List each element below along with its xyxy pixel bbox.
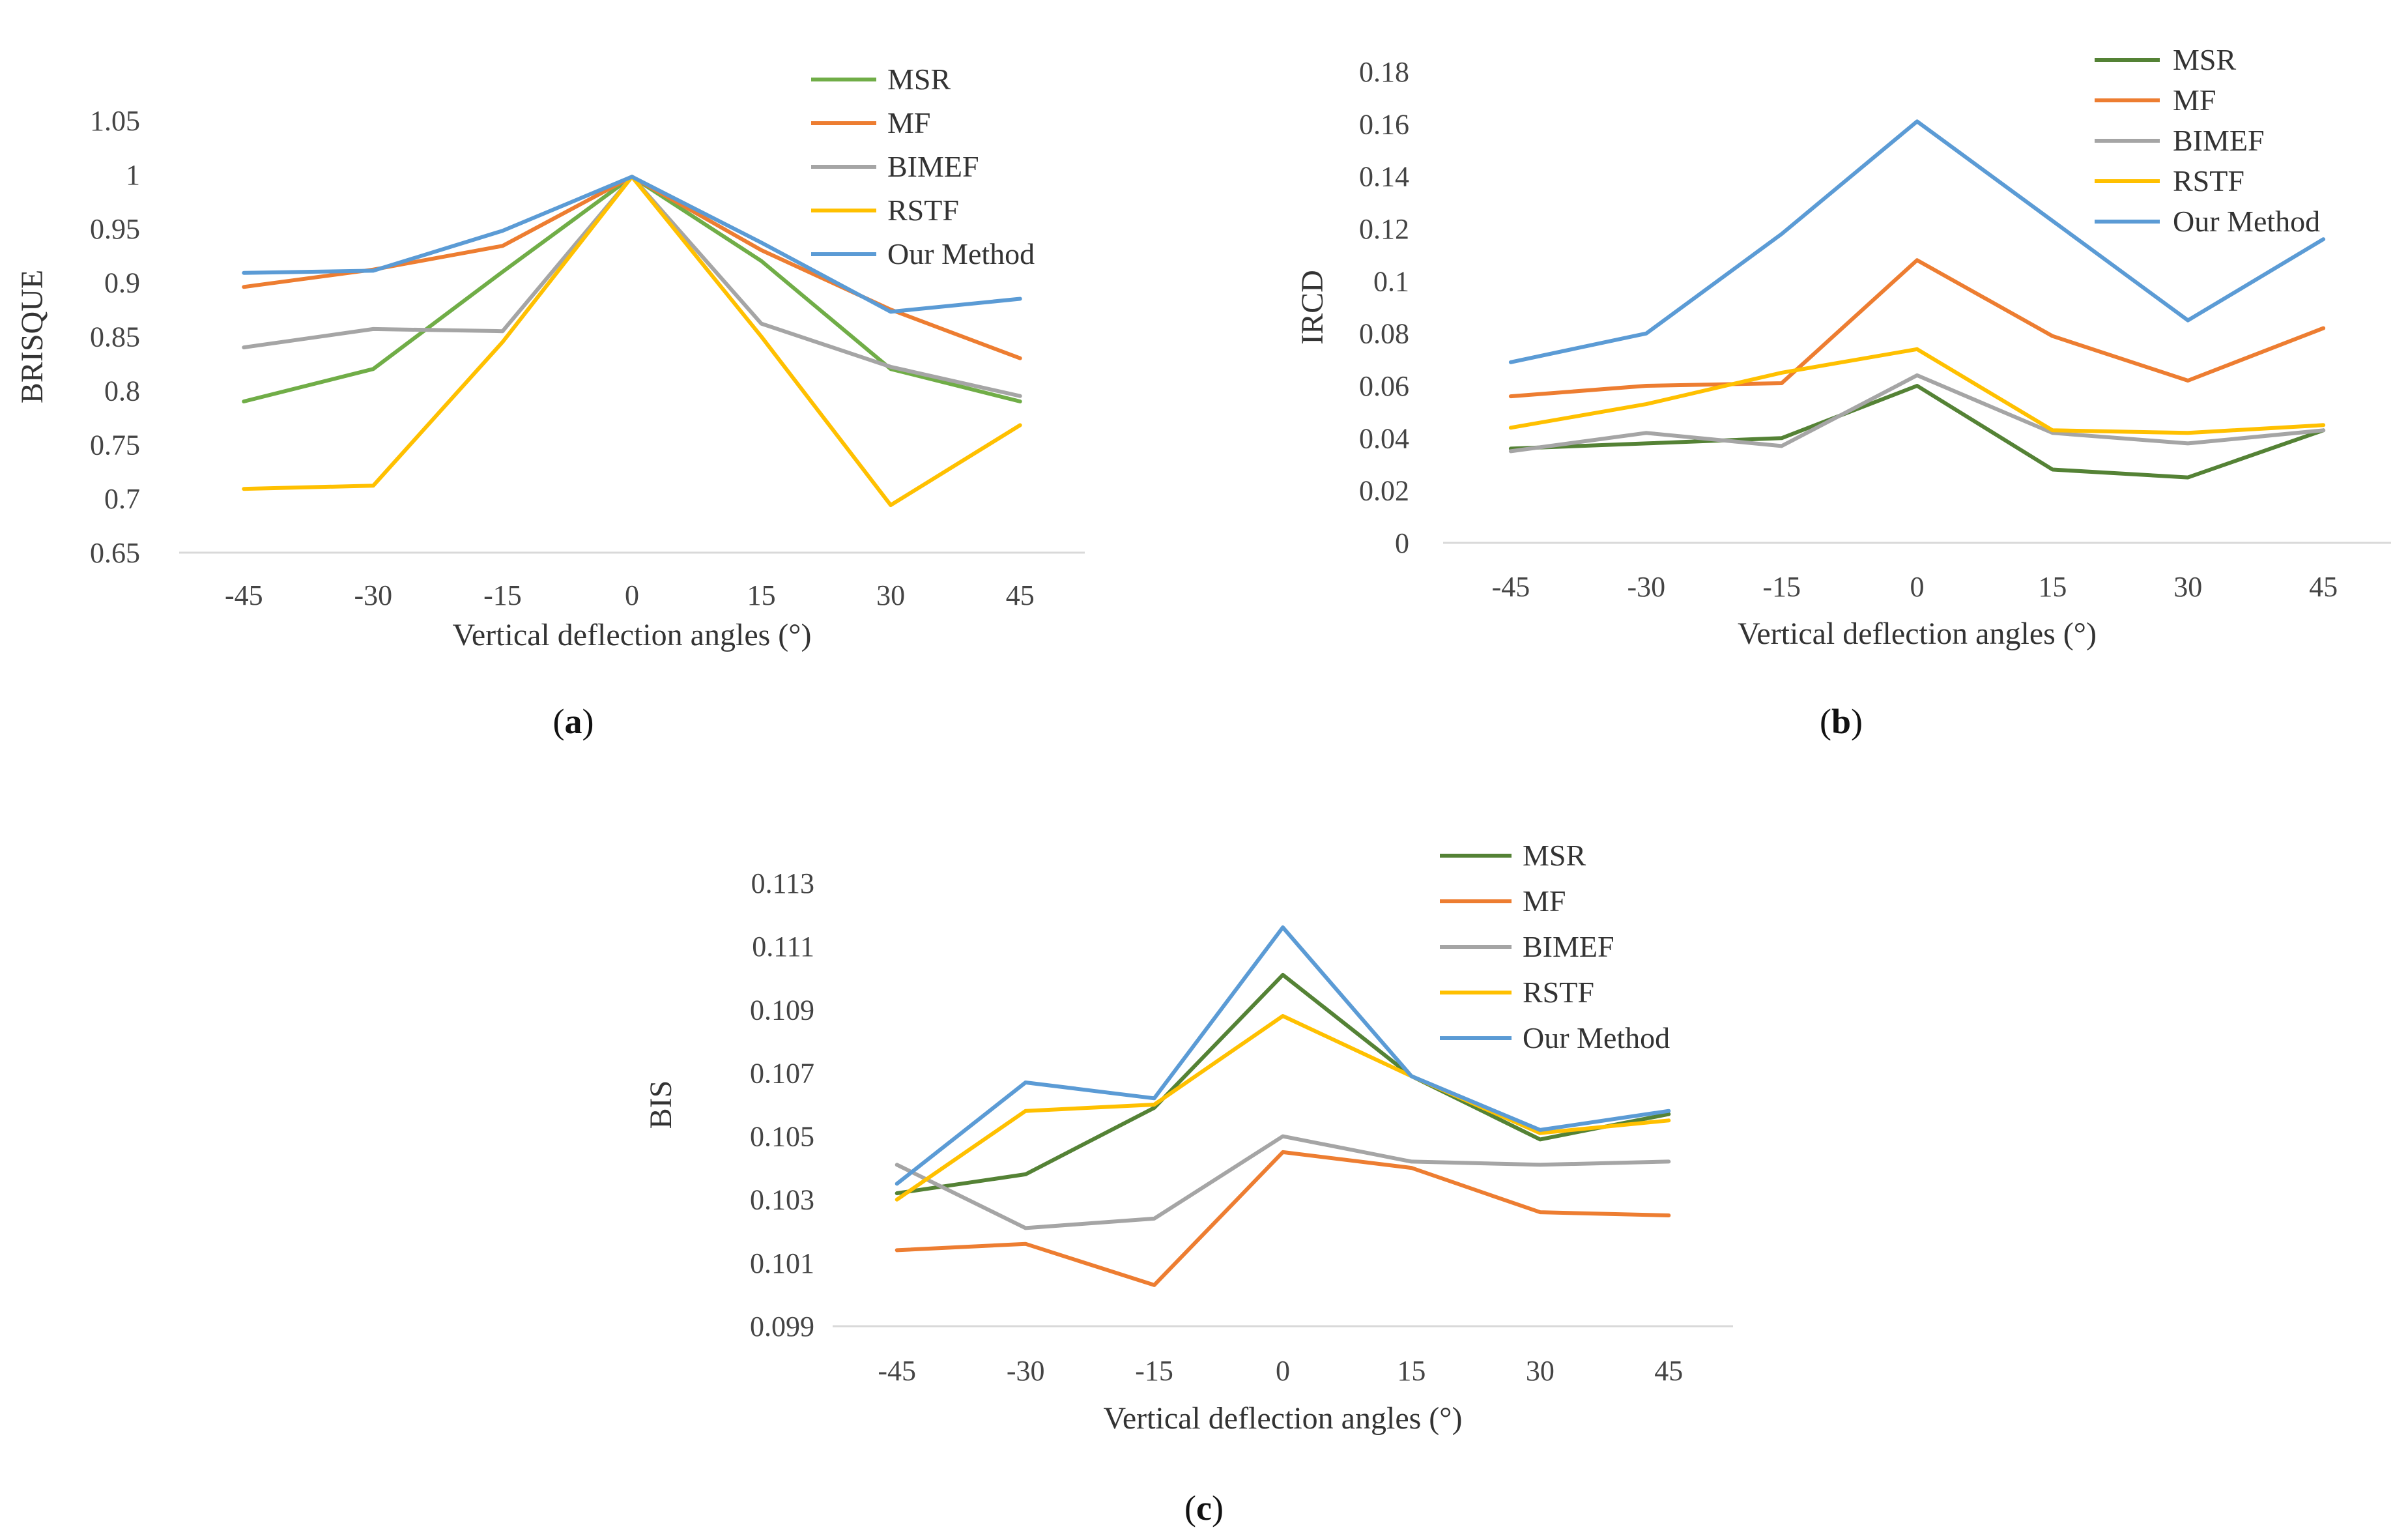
x-tick-label: -45	[225, 579, 263, 611]
x-tick-label: 0	[625, 579, 639, 611]
y-tick-label: 0.113	[751, 867, 814, 899]
y-tick-label: 0.04	[1359, 422, 1409, 454]
series-line-mf	[1508, 258, 2326, 399]
y-tick-label: 0.18	[1359, 56, 1409, 88]
x-tick-label: 0	[1276, 1355, 1290, 1387]
y-tick-label: 0.02	[1359, 475, 1409, 507]
x-tick-label: 15	[2038, 571, 2067, 603]
series-line-mf	[895, 1150, 1671, 1287]
y-tick-label: 0.107	[750, 1057, 814, 1089]
legend-label: RSTF	[1523, 976, 1594, 1009]
x-axis-title: Vertical deflection angles (°)	[1104, 1401, 1463, 1436]
y-tick-label: 0.1	[1373, 265, 1409, 297]
chart-c-bis: 0.099 0.101 0.103 0.105 0.107 0.109 0.111 0.113…	[644, 839, 1733, 1436]
series-line-our-method	[242, 175, 1022, 314]
x-tick-label: -45	[878, 1355, 916, 1387]
x-tick-label: 15	[747, 579, 776, 611]
legend-label: Our Method	[887, 237, 1035, 270]
legend-label: MF	[2173, 83, 2216, 117]
series-line-bimef	[1508, 373, 2326, 454]
legend-label: MSR	[2173, 43, 2236, 76]
x-tick-label: 45	[1006, 579, 1035, 611]
caption-a: (a)	[553, 702, 594, 741]
x-tick-label: -15	[483, 579, 522, 611]
legend-label: MF	[887, 106, 930, 139]
y-tick-label: 0.95	[90, 213, 140, 245]
y-tick-label: 0.103	[750, 1184, 814, 1216]
x-tick-label: -45	[1492, 571, 1530, 603]
series-line-our-method	[895, 925, 1671, 1186]
x-tick-label: 0	[1910, 571, 1925, 603]
y-tick-label: 0.16	[1359, 108, 1409, 140]
y-tick-label: 1.05	[90, 105, 140, 137]
y-tick-label: 0	[1395, 527, 1409, 559]
legend-label: BIMEF	[1523, 930, 1614, 963]
caption-b: (b)	[1820, 702, 1863, 741]
y-tick-label: 0.109	[750, 994, 814, 1026]
legend-label: RSTF	[887, 194, 959, 227]
x-tick-label: 45	[2309, 571, 2338, 603]
y-tick-label: 0.12	[1359, 213, 1409, 245]
y-axis-title: IRCD	[1295, 270, 1330, 345]
x-tick-label: 15	[1397, 1355, 1426, 1387]
y-tick-label: 0.7	[104, 483, 140, 515]
y-tick-label: 0.85	[90, 321, 140, 353]
x-tick-label: 30	[2173, 571, 2202, 603]
y-tick-label: 0.75	[90, 429, 140, 461]
legend-label: MF	[1523, 884, 1566, 918]
y-tick-label: 0.14	[1359, 161, 1409, 193]
series-line-msr	[895, 972, 1671, 1195]
x-tick-label: -15	[1762, 571, 1801, 603]
chart-b-ircd: 0 0.02 0.04 0.06 0.08 0.1 0.12 0.14 0.16 0.18 -45 -…	[1295, 43, 2391, 651]
legend-label: BIMEF	[2173, 124, 2265, 157]
y-tick-label: 0.099	[750, 1311, 814, 1342]
x-tick-label: -15	[1135, 1355, 1173, 1387]
y-tick-label: 0.06	[1359, 370, 1409, 402]
series-line-bimef	[895, 1134, 1671, 1230]
series-line-our-method	[1508, 119, 2326, 364]
x-tick-label: -30	[1007, 1355, 1045, 1387]
legend-label: MSR	[1523, 839, 1586, 872]
y-tick-label: 0.65	[90, 537, 140, 569]
chart-a-brisque: 0.65 0.7 0.75 0.8 0.85 0.9 0.95 1 1.05 -45 -30 -15 0…	[15, 63, 1085, 652]
series-line-rstf	[895, 1014, 1671, 1202]
legend-label: Our Method	[1523, 1021, 1670, 1054]
y-tick-label: 0.8	[104, 375, 140, 407]
x-axis-title: Vertical deflection angles (°)	[1738, 617, 2097, 651]
y-tick-label: 0.08	[1359, 318, 1409, 350]
legend-label: Our Method	[2173, 205, 2320, 238]
y-tick-label: 0.101	[750, 1247, 814, 1279]
x-tick-label: 30	[1526, 1355, 1555, 1387]
y-axis-title: BIS	[644, 1081, 678, 1129]
x-tick-label: -30	[354, 579, 393, 611]
series-line-msr	[1508, 384, 2326, 480]
legend-label: RSTF	[2173, 164, 2244, 197]
legend-label: BIMEF	[887, 150, 979, 183]
legend-label: MSR	[887, 63, 951, 96]
x-tick-label: 30	[876, 579, 905, 611]
x-axis-title: Vertical deflection angles (°)	[453, 618, 812, 652]
x-tick-label: 45	[1654, 1355, 1683, 1387]
y-tick-label: 0.9	[104, 267, 140, 299]
y-tick-label: 0.111	[752, 931, 814, 963]
caption-c: (c)	[1184, 1488, 1224, 1528]
y-axis-title: BRISQUE	[15, 270, 50, 403]
series-line-rstf	[1508, 347, 2326, 435]
y-tick-label: 0.105	[750, 1121, 814, 1153]
x-tick-label: -30	[1627, 571, 1665, 603]
y-tick-label: 1	[126, 159, 140, 191]
